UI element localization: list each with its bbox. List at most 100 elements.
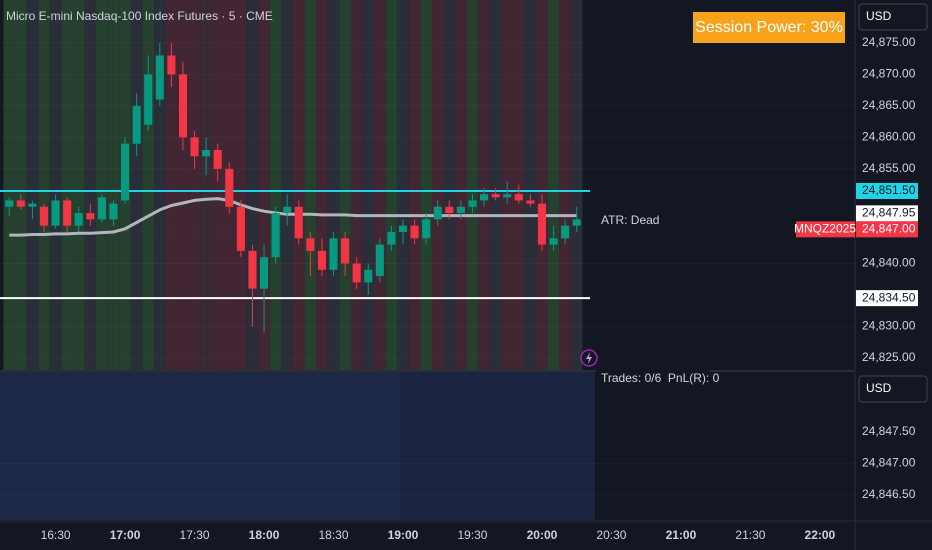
candle-body [294, 206, 303, 239]
candle-body [190, 137, 199, 157]
candle-body [433, 206, 442, 220]
session-stripe [385, 0, 398, 370]
session-stripe [154, 0, 166, 370]
session-stripe [84, 0, 97, 370]
session-stripe [570, 0, 583, 370]
candle-body [144, 74, 153, 125]
price-label-box [856, 182, 918, 199]
candle-body [526, 200, 535, 204]
session-stripe [177, 0, 189, 370]
y-tick-label: 24,847.50 [862, 424, 916, 438]
session-stripe [188, 0, 201, 370]
candle-body [202, 150, 211, 157]
session-stripe [3, 0, 16, 370]
candle-body [271, 213, 280, 258]
session-power-box [693, 12, 845, 43]
candle-body [63, 200, 72, 226]
candle-body [514, 194, 523, 201]
session-stripe [362, 0, 375, 370]
session-stripe [130, 0, 143, 370]
session-stripe [269, 0, 282, 370]
x-tick-label: 16:30 [41, 528, 71, 542]
candle-body [225, 168, 234, 207]
candle-body [306, 238, 315, 251]
x-tick-label: 17:00 [110, 528, 141, 542]
session-stripe [443, 0, 456, 370]
atr-label: ATR: Dead [601, 213, 659, 227]
candle-body [132, 105, 141, 144]
candle-body [503, 194, 512, 198]
x-tick-label: 18:30 [318, 528, 348, 542]
candle-body [352, 263, 361, 283]
candle-body [213, 150, 222, 169]
session-stripe [455, 0, 467, 370]
x-tick-label: 19:30 [457, 528, 487, 542]
session-stripe [547, 0, 560, 370]
candle-body [236, 206, 245, 251]
y-tick-label: 24,840.00 [862, 256, 916, 270]
session-stripe [38, 0, 50, 370]
candle-body [410, 225, 419, 239]
symbol-tag: MNQZ2025 [794, 222, 856, 236]
session-stripe [281, 0, 293, 370]
session-stripe [374, 0, 386, 370]
candle-body [387, 231, 396, 245]
moving-average [9, 197, 577, 237]
candle-body [491, 194, 500, 198]
y-tick-label: 24,865.00 [862, 98, 916, 112]
y-tick-label: 24,870.00 [862, 67, 916, 81]
candle-body [329, 238, 338, 270]
session-stripe [61, 0, 73, 370]
session-stripe [420, 0, 432, 370]
candle-body [422, 219, 431, 239]
session-stripe [327, 0, 340, 370]
lower-pane-fill [0, 372, 400, 520]
x-tick-label: 19:00 [388, 528, 419, 542]
candle-body [549, 238, 558, 245]
session-stripe [15, 0, 27, 370]
session-stripe [96, 0, 108, 370]
candle-body [16, 200, 25, 207]
price-label: 24,847.95 [862, 206, 916, 220]
chart-title: Micro E-mini Nasdaq-100 Index Futures · … [6, 9, 273, 23]
candle-body [155, 55, 164, 100]
x-tick-label: 21:00 [666, 528, 697, 542]
candle-body [167, 55, 176, 75]
session-power: Session Power: 30% [695, 19, 843, 36]
candle-body [97, 197, 106, 220]
x-tick-label: 17:30 [180, 528, 210, 542]
session-stripe [524, 0, 537, 370]
price-label-box [856, 290, 918, 307]
candle-body [341, 238, 350, 264]
price-label: 24,847.00 [862, 222, 916, 236]
candle-body [283, 206, 292, 214]
session-stripe [408, 0, 421, 370]
candle-body [74, 213, 83, 226]
session-background [3, 0, 583, 370]
session-stripe [26, 0, 39, 370]
candle-body [456, 206, 465, 214]
currency-button[interactable] [858, 3, 928, 31]
session-stripe [536, 0, 548, 370]
candle-body [51, 200, 60, 226]
plot [0, 42, 590, 333]
candle-body [537, 203, 547, 245]
y-tick-label: 24,847.00 [862, 455, 916, 469]
price-label: 24,851.50 [862, 183, 916, 197]
y-tick-label: 24,855.00 [862, 161, 916, 175]
session-stripe [559, 0, 571, 370]
symbol-tag-box [796, 221, 855, 238]
currency[interactable]: USD [866, 9, 892, 23]
y-tick-label: 24,830.00 [862, 319, 916, 333]
candle-body [178, 74, 188, 138]
currency[interactable]: USD [866, 381, 892, 395]
candle-body [364, 269, 373, 283]
candle-body [445, 206, 454, 214]
currency-button[interactable] [858, 375, 928, 403]
candle-body [39, 206, 49, 226]
candle-body [468, 200, 477, 207]
session-stripe [350, 0, 363, 370]
candle-body [121, 143, 130, 201]
session-stripe [292, 0, 305, 370]
